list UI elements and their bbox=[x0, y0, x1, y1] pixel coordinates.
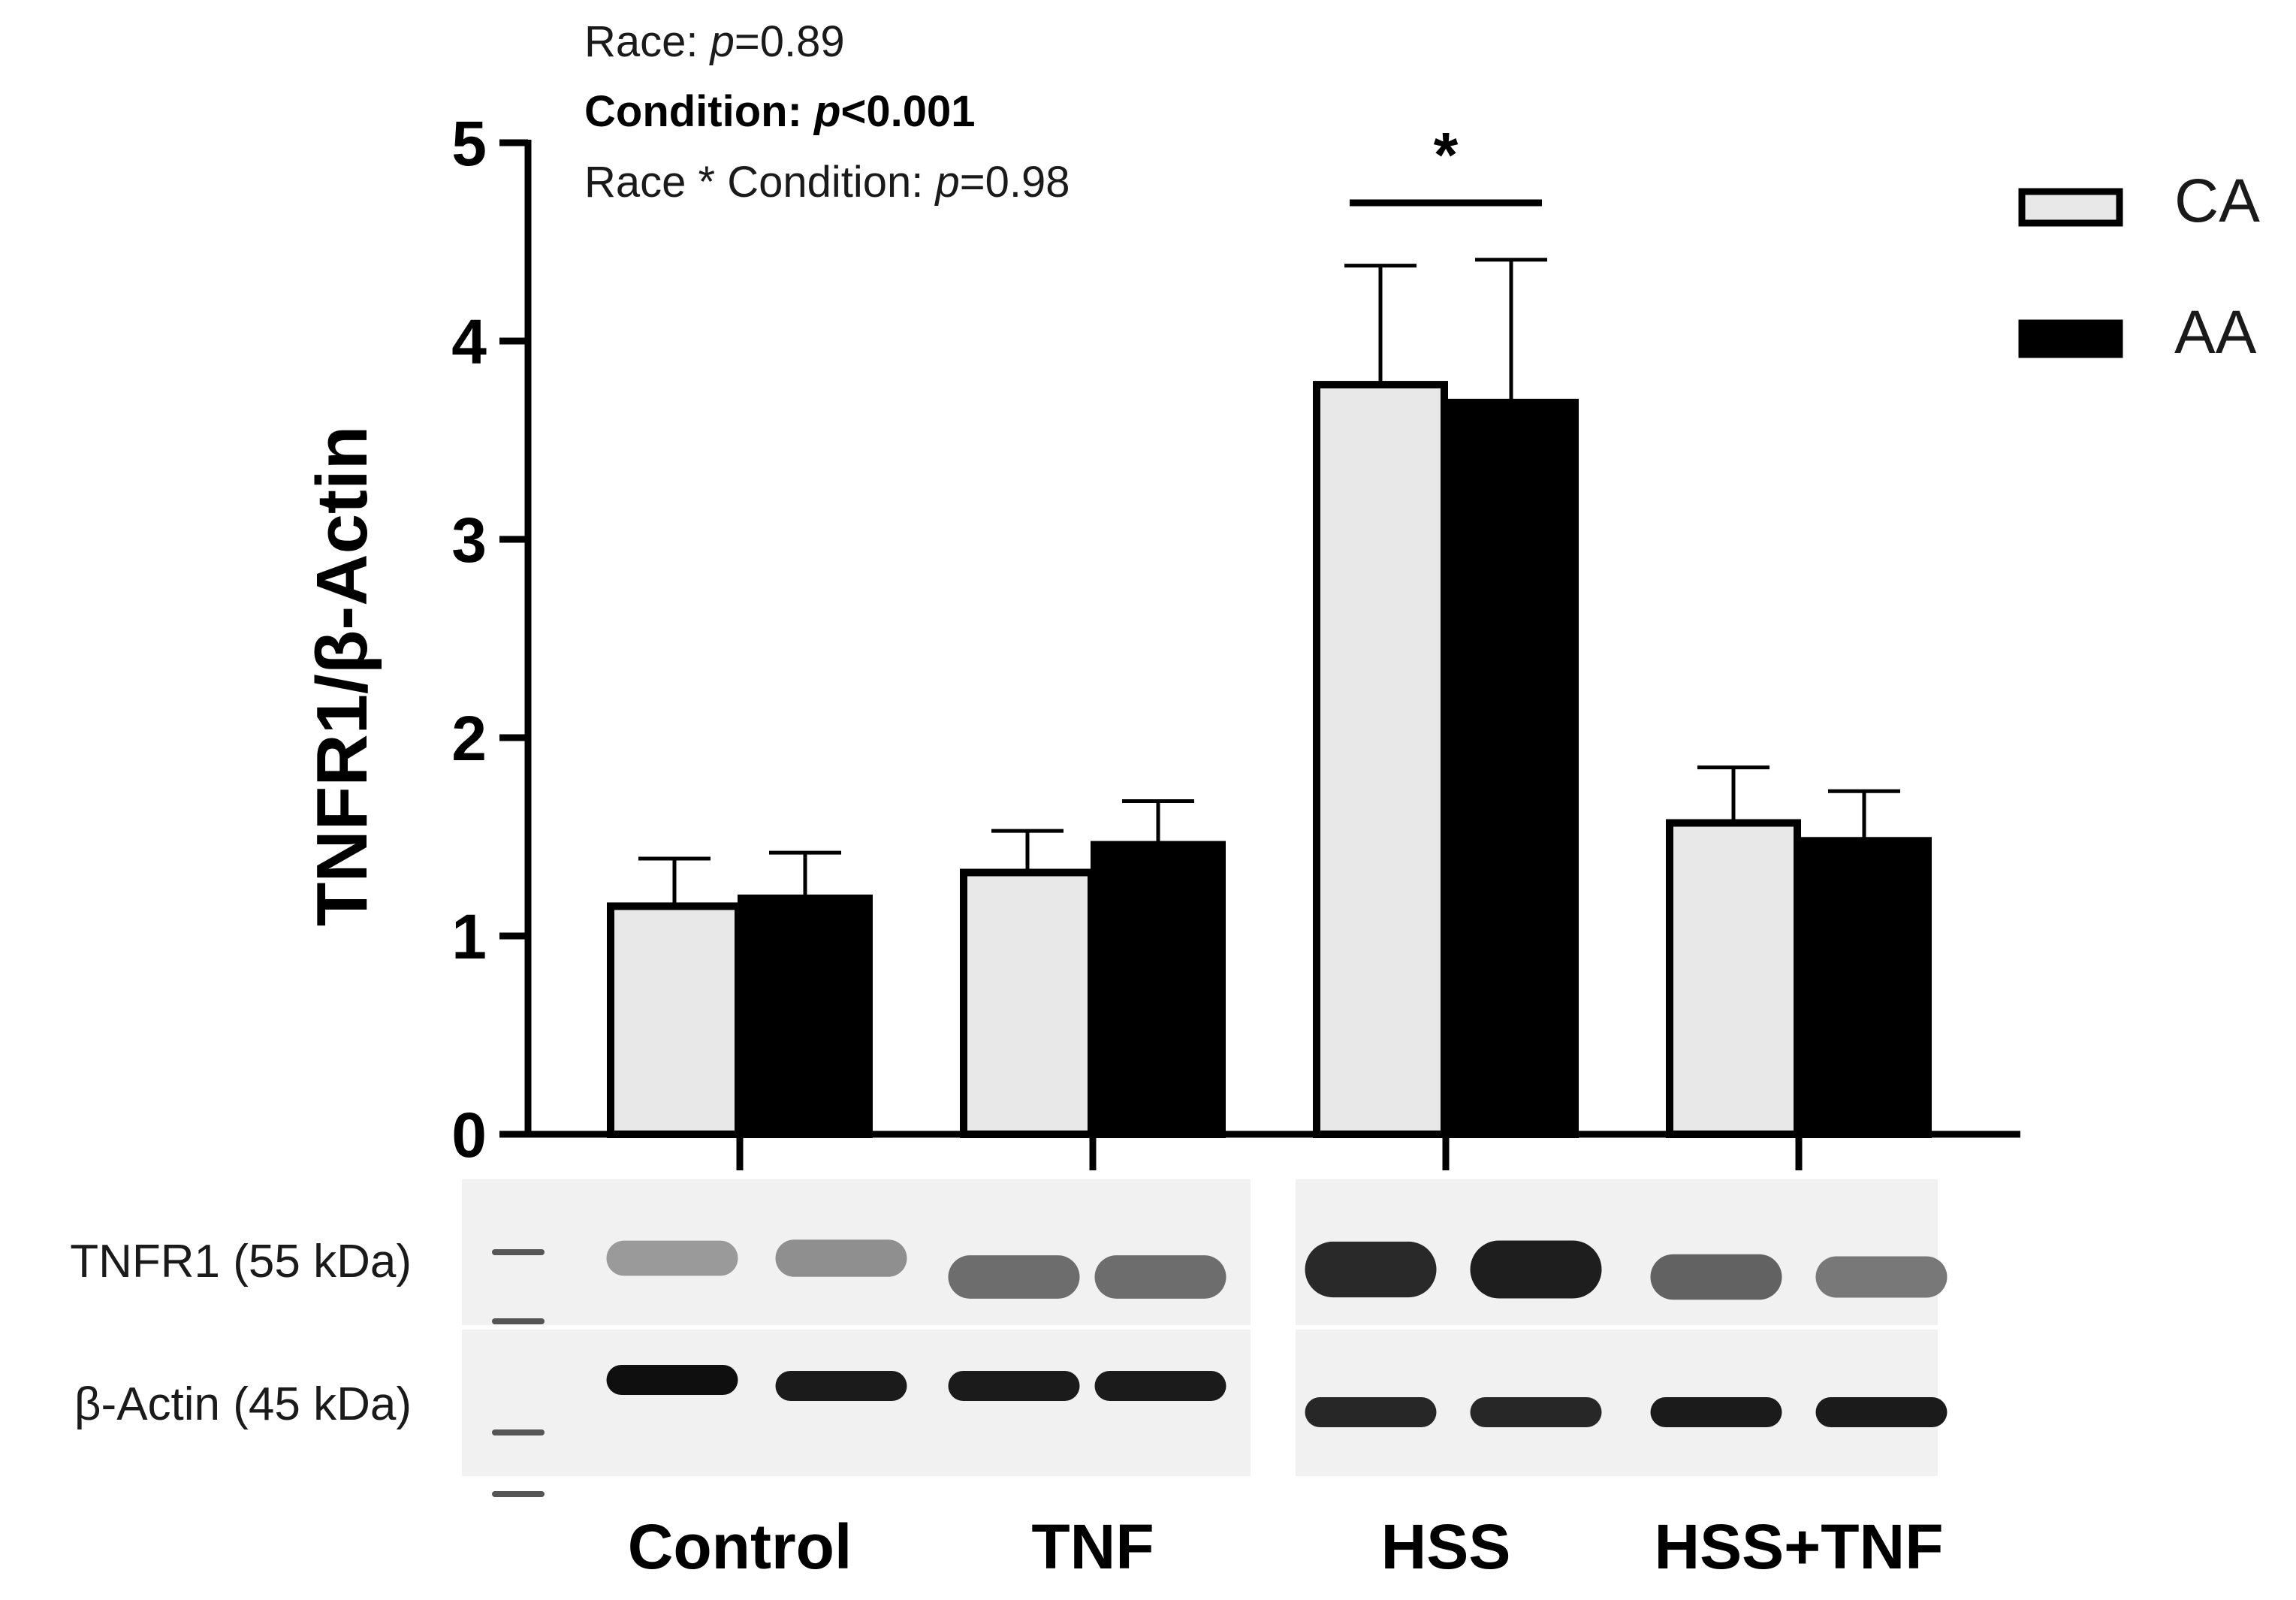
bar-CA-TNF bbox=[960, 868, 1095, 1139]
y-tick-label-3: 3 bbox=[451, 505, 487, 575]
legend: CA AA bbox=[2018, 167, 2260, 367]
bar-CA-HSS bbox=[1313, 381, 1448, 1138]
legend-swatch-AA bbox=[2018, 319, 2123, 358]
bar-AA-HSS+TNF bbox=[1797, 837, 1932, 1139]
blot-band-actin-2 bbox=[775, 1371, 907, 1401]
bar-AA-TNF bbox=[1091, 841, 1226, 1139]
blot-band-tnfr1-8 bbox=[1815, 1256, 1948, 1298]
y-tick-label-4: 4 bbox=[451, 306, 487, 377]
blot-band-actin-8 bbox=[1815, 1397, 1948, 1427]
ladder-band-2 bbox=[492, 1318, 545, 1324]
ladder-band-4 bbox=[492, 1491, 545, 1497]
y-tick-label-5: 5 bbox=[451, 108, 487, 179]
y-tick-label-0: 0 bbox=[451, 1100, 487, 1170]
error-bars bbox=[638, 258, 1900, 907]
blot-band-actin-6 bbox=[1470, 1397, 1602, 1427]
blot-band-tnfr1-5 bbox=[1305, 1241, 1437, 1298]
blot-band-tnfr1-1 bbox=[606, 1240, 738, 1276]
ladder-band-1 bbox=[492, 1249, 545, 1255]
legend-swatch-CA bbox=[2018, 188, 2123, 227]
blot-band-actin-3 bbox=[948, 1371, 1080, 1401]
blot-label-tnfr1: TNFR1 (55 kDa) bbox=[70, 1236, 412, 1288]
blot-band-tnfr1-4 bbox=[1094, 1255, 1226, 1299]
stat-condition: Condition: p<0.001 bbox=[584, 87, 975, 136]
blot-band-actin-1 bbox=[606, 1365, 738, 1395]
blot-band-actin-7 bbox=[1650, 1397, 1782, 1427]
x-label-HSS+TNF: HSS+TNF bbox=[1654, 1511, 1943, 1582]
significance: * bbox=[1350, 119, 1542, 207]
blot-band-tnfr1-3 bbox=[948, 1255, 1080, 1299]
significance-marker: * bbox=[1434, 119, 1459, 190]
y-tick-label-2: 2 bbox=[451, 703, 487, 774]
x-label-Control: Control bbox=[628, 1511, 852, 1582]
blot-label-actin: β-Actin (45 kDa) bbox=[74, 1378, 412, 1430]
stat-interaction: Race * Condition: p=0.98 bbox=[584, 158, 1070, 207]
axes bbox=[524, 140, 2020, 1170]
stat-race: Race: p=0.89 bbox=[584, 17, 845, 66]
blot-band-actin-5 bbox=[1305, 1397, 1437, 1427]
x-label-HSS: HSS bbox=[1381, 1511, 1511, 1582]
x-axis-labels: Control TNF HSS HSS+TNF bbox=[628, 1511, 1944, 1582]
bar-CA-Control bbox=[607, 902, 742, 1139]
western-blot: TNFR1 (55 kDa) β-Actin (45 kDa) bbox=[70, 1179, 1948, 1497]
y-axis: 0 1 2 3 4 5 bbox=[451, 108, 528, 1170]
x-label-TNF: TNF bbox=[1031, 1511, 1154, 1582]
bar-AA-HSS bbox=[1444, 398, 1579, 1138]
legend-label-AA: AA bbox=[2174, 298, 2257, 367]
bar-CA-HSS+TNF bbox=[1666, 819, 1801, 1139]
blot-band-tnfr1-6 bbox=[1470, 1240, 1602, 1299]
bar-AA-Control bbox=[738, 894, 873, 1138]
y-tick-label-1: 1 bbox=[451, 901, 487, 972]
ladder-band-3 bbox=[492, 1429, 545, 1435]
legend-label-CA: CA bbox=[2174, 167, 2260, 235]
bars bbox=[607, 381, 1932, 1139]
blot-band-tnfr1-2 bbox=[775, 1239, 907, 1277]
blot-band-actin-4 bbox=[1094, 1371, 1226, 1401]
y-axis-label: TNFR1/β-Actin bbox=[302, 426, 382, 927]
blot-band-tnfr1-7 bbox=[1650, 1254, 1782, 1300]
